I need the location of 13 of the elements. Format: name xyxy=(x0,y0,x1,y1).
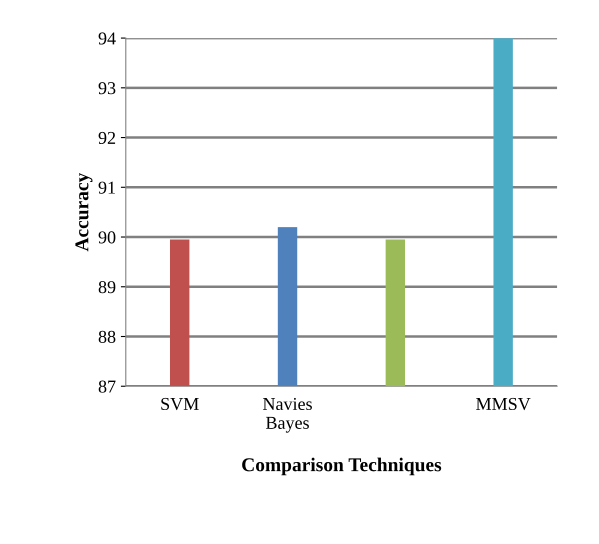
y-tick-label: 94 xyxy=(98,32,116,45)
y-tick-label: 90 xyxy=(98,231,116,244)
x-tick-label: SVM xyxy=(161,398,199,410)
x-tick-label: Navies Bayes xyxy=(262,398,312,433)
y-tick-label: 93 xyxy=(98,82,116,94)
y-tick-label: 89 xyxy=(98,281,116,294)
y-axis-title: Accuracy xyxy=(75,172,92,252)
y-tick-label: 87 xyxy=(98,380,116,393)
y-tick-label: 92 xyxy=(98,132,116,144)
x-axis-title: Comparison Techniques xyxy=(242,458,442,476)
x-tick-label: MMSV xyxy=(476,398,531,410)
y-tick-label: 91 xyxy=(98,182,115,194)
y-tick-label: 88 xyxy=(98,330,116,343)
